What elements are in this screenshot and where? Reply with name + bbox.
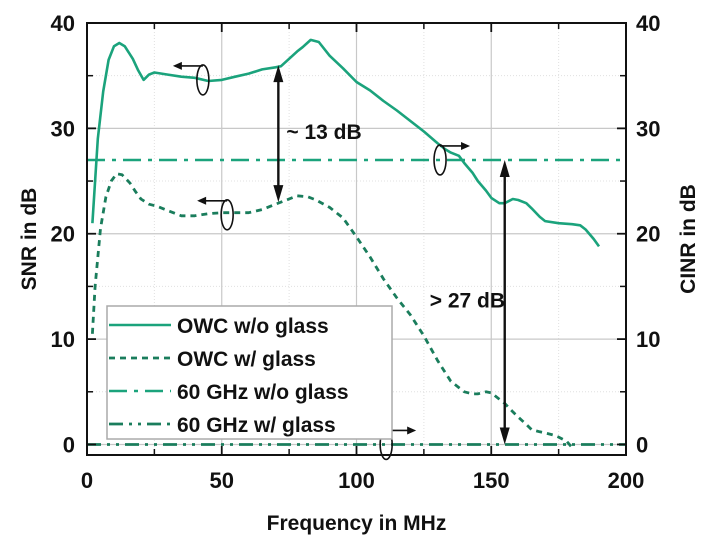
x-tick-label: 200: [608, 468, 645, 493]
y-tick-label: 0: [63, 432, 75, 457]
axis-marker-left: [172, 61, 210, 96]
x-tick-label: 100: [338, 468, 375, 493]
marker-arrow-head: [407, 426, 417, 435]
y-tick-label: 10: [51, 327, 75, 352]
legend-entry: 60 GHz w/ glass: [177, 414, 336, 437]
y-tick-label: 30: [51, 116, 75, 141]
x-tick-label: 150: [473, 468, 510, 493]
y2-tick-label: 0: [636, 432, 648, 457]
marker-ellipse: [433, 144, 447, 176]
y-tick-label: 20: [51, 222, 75, 247]
y2-axis-label: CINR in dB: [677, 184, 700, 294]
legend-box: [106, 305, 393, 440]
y-tick-label: 40: [51, 11, 75, 36]
annotation-label: > 27 dB: [430, 289, 505, 312]
legend-entry: OWC w/o glass: [177, 315, 329, 338]
x-tick-label: 0: [81, 468, 93, 493]
axis-marker-right: [433, 141, 471, 176]
series-line-owc-w-o-glass: [91, 38, 601, 248]
y2-tick-label: 40: [636, 11, 660, 36]
annotation-arrow-head-bottom: [499, 427, 510, 445]
y-axis-label: SNR in dB: [18, 188, 41, 291]
y2-tick-label: 30: [636, 116, 660, 141]
legend-entry: OWC w/ glass: [177, 348, 316, 371]
marker-arrow-head: [197, 196, 207, 205]
x-tick-label: 50: [210, 468, 234, 493]
annotation-arrow: > 27 dB: [430, 159, 510, 445]
legend: OWC w/o glass OWC w/ glass 60 GHz w/o glas…: [106, 305, 393, 440]
annotation-arrow: ~ 13 dB: [273, 65, 362, 203]
marker-arrow-head: [172, 61, 182, 70]
annotations: ~ 13 dB > 27 dB: [273, 65, 510, 445]
annotation-arrow-head-top: [273, 65, 284, 83]
marker-ellipse: [196, 64, 210, 96]
marker-ellipse: [220, 198, 234, 231]
y2-tick-label: 20: [636, 222, 660, 247]
x-axis-label: Frequency in MHz: [267, 512, 447, 535]
series-layer: [87, 38, 626, 449]
series-line-owc-w-glass: [91, 172, 574, 449]
axis-marker-left: [197, 196, 234, 231]
annotation-label: ~ 13 dB: [286, 121, 361, 144]
annotation-arrow-head-bottom: [273, 185, 284, 203]
axis-markers: [172, 61, 471, 461]
annotation-arrow-head-top: [499, 159, 510, 177]
legend-entry: 60 GHz w/o glass: [177, 381, 349, 404]
y2-tick-label: 10: [636, 327, 660, 352]
marker-arrow-head: [461, 141, 471, 150]
